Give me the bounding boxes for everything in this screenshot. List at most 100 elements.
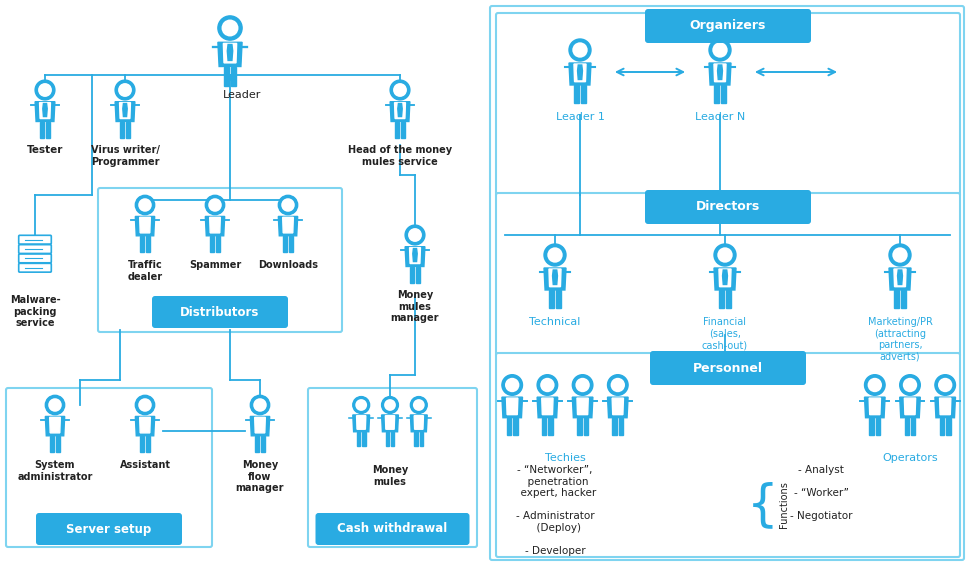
- FancyBboxPatch shape: [18, 235, 51, 244]
- Polygon shape: [390, 102, 410, 122]
- Circle shape: [205, 195, 225, 215]
- Circle shape: [501, 375, 522, 395]
- Polygon shape: [725, 290, 730, 308]
- Text: Tester: Tester: [27, 145, 63, 155]
- Circle shape: [572, 42, 587, 58]
- Polygon shape: [580, 85, 585, 103]
- FancyBboxPatch shape: [18, 245, 51, 254]
- Polygon shape: [544, 268, 566, 290]
- Circle shape: [410, 397, 426, 413]
- Polygon shape: [46, 417, 65, 436]
- Polygon shape: [506, 398, 517, 415]
- FancyBboxPatch shape: [152, 296, 288, 328]
- Polygon shape: [611, 418, 616, 435]
- Polygon shape: [126, 122, 130, 138]
- Text: Leader 1: Leader 1: [555, 112, 604, 122]
- Circle shape: [544, 244, 566, 266]
- Polygon shape: [513, 418, 517, 435]
- Polygon shape: [903, 398, 915, 415]
- Text: Money
mules: Money mules: [371, 465, 408, 487]
- Text: Techies: Techies: [544, 453, 584, 463]
- Polygon shape: [899, 397, 920, 418]
- Polygon shape: [123, 104, 127, 117]
- Circle shape: [537, 375, 557, 395]
- Polygon shape: [548, 290, 553, 308]
- Circle shape: [278, 195, 297, 215]
- Polygon shape: [414, 415, 423, 429]
- Polygon shape: [209, 217, 220, 233]
- Polygon shape: [231, 66, 236, 86]
- Polygon shape: [718, 290, 723, 308]
- Circle shape: [205, 195, 225, 215]
- Text: Virus writer/
Programmer: Virus writer/ Programmer: [90, 145, 159, 166]
- Circle shape: [281, 198, 295, 212]
- Circle shape: [572, 375, 592, 395]
- Polygon shape: [357, 432, 360, 445]
- Polygon shape: [205, 216, 225, 236]
- Circle shape: [505, 378, 518, 392]
- Circle shape: [408, 228, 422, 242]
- Circle shape: [218, 16, 242, 40]
- Text: Spammer: Spammer: [189, 260, 241, 270]
- Circle shape: [381, 397, 398, 413]
- Polygon shape: [255, 436, 259, 452]
- Polygon shape: [394, 122, 398, 138]
- Polygon shape: [381, 415, 398, 432]
- Circle shape: [115, 80, 135, 100]
- FancyBboxPatch shape: [36, 513, 182, 545]
- Circle shape: [138, 398, 151, 412]
- Circle shape: [48, 398, 62, 412]
- Polygon shape: [136, 417, 154, 436]
- FancyBboxPatch shape: [489, 6, 963, 560]
- Text: Assistant: Assistant: [119, 460, 171, 470]
- Polygon shape: [216, 236, 220, 252]
- Polygon shape: [569, 63, 590, 85]
- Polygon shape: [409, 267, 414, 282]
- Circle shape: [708, 39, 731, 61]
- Circle shape: [250, 395, 269, 415]
- FancyBboxPatch shape: [495, 13, 959, 197]
- Polygon shape: [420, 432, 422, 445]
- Text: Personnel: Personnel: [692, 362, 763, 375]
- Circle shape: [405, 225, 424, 245]
- Circle shape: [501, 375, 522, 395]
- Polygon shape: [618, 418, 623, 435]
- Text: Traffic
dealer: Traffic dealer: [127, 260, 163, 282]
- Circle shape: [899, 375, 920, 395]
- Polygon shape: [541, 398, 552, 415]
- Polygon shape: [357, 415, 365, 429]
- Polygon shape: [577, 398, 587, 415]
- FancyBboxPatch shape: [18, 254, 51, 263]
- Polygon shape: [548, 269, 560, 287]
- Polygon shape: [227, 45, 233, 61]
- Polygon shape: [40, 122, 44, 138]
- Polygon shape: [416, 267, 420, 282]
- Polygon shape: [875, 418, 879, 435]
- Polygon shape: [385, 432, 389, 445]
- Circle shape: [353, 397, 369, 413]
- Text: Financial
(sales,
cash-out): Financial (sales, cash-out): [702, 317, 747, 350]
- Text: Technical: Technical: [529, 317, 580, 327]
- Polygon shape: [278, 216, 297, 236]
- Polygon shape: [35, 102, 55, 122]
- Text: Malware-
packing
service: Malware- packing service: [10, 295, 60, 328]
- Polygon shape: [385, 415, 394, 429]
- Polygon shape: [868, 398, 880, 415]
- Polygon shape: [409, 247, 420, 264]
- Circle shape: [136, 395, 154, 415]
- FancyBboxPatch shape: [495, 193, 959, 357]
- Polygon shape: [49, 417, 60, 433]
- Circle shape: [390, 80, 410, 100]
- Polygon shape: [145, 436, 150, 452]
- Polygon shape: [713, 64, 726, 82]
- Text: Directors: Directors: [695, 200, 760, 213]
- Circle shape: [405, 225, 424, 245]
- Text: Money
mules
manager: Money mules manager: [391, 290, 439, 323]
- Polygon shape: [282, 217, 293, 233]
- Text: Leader N: Leader N: [694, 112, 744, 122]
- Circle shape: [537, 375, 557, 395]
- Circle shape: [891, 247, 907, 263]
- Circle shape: [866, 378, 881, 392]
- Circle shape: [547, 247, 562, 263]
- FancyBboxPatch shape: [308, 388, 477, 547]
